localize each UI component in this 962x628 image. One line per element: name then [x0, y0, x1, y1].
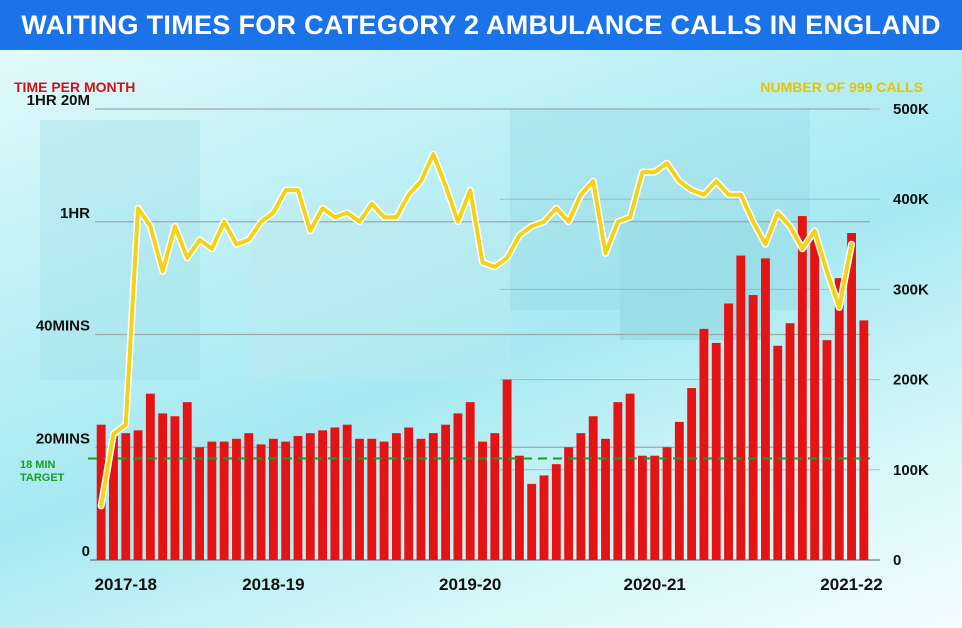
bar-49: [699, 328, 709, 560]
bar-45: [650, 455, 660, 560]
bar-61: [847, 233, 856, 560]
bar-42: [613, 402, 623, 560]
right-tick-3: 300K: [893, 281, 929, 298]
bar-7: [182, 402, 192, 560]
bar-62: [859, 320, 869, 560]
calls-line: [99, 152, 854, 508]
bar-47: [674, 421, 684, 560]
bar-34: [514, 455, 524, 560]
bar-5: [158, 413, 168, 560]
left-tick-0: 0: [82, 543, 90, 560]
left-axis: 0 20MINS 40MINS 1HR 1HR 20M: [27, 92, 91, 560]
bar-16: [293, 435, 303, 560]
chart-title: WAITING TIMES FOR CATEGORY 2 AMBULANCE C…: [0, 0, 962, 50]
right-axis: 0 100K 200K 300K 400K 500K: [893, 101, 929, 569]
bar-10: [219, 441, 229, 560]
bar-23: [379, 441, 389, 560]
bar-15: [281, 441, 291, 560]
bar-4: [145, 393, 155, 560]
bar-52: [736, 255, 746, 560]
bar-6: [170, 416, 180, 560]
bar-28: [441, 424, 451, 560]
bar-32: [490, 433, 500, 560]
left-axis-title: TIME PER MONTH: [14, 79, 135, 95]
bar-58: [810, 235, 820, 560]
x-tick-4: 2021-22: [820, 575, 882, 594]
bar-29: [453, 413, 463, 560]
x-tick-1: 2018-19: [242, 575, 304, 594]
bar-53: [748, 295, 758, 560]
bar-57: [797, 216, 807, 561]
bar-9: [207, 441, 217, 560]
bar-26: [416, 438, 426, 560]
target-label-line1: 18 MIN: [20, 459, 56, 471]
bar-51: [724, 303, 733, 560]
bar-12: [244, 433, 254, 560]
bar-30: [465, 402, 475, 560]
bar-25: [404, 427, 414, 560]
right-tick-4: 400K: [893, 191, 929, 208]
bar-13: [256, 444, 266, 560]
bar-series: [96, 216, 869, 561]
bar-21: [355, 438, 364, 560]
right-tick-0: 0: [893, 552, 901, 569]
bar-8: [195, 447, 204, 560]
right-axis-title: NUMBER OF 999 CALLS: [760, 79, 923, 95]
bar-35: [527, 483, 537, 560]
bar-3: [133, 430, 143, 560]
bar-2: [121, 433, 131, 560]
bar-31: [478, 441, 487, 560]
bar-50: [711, 342, 721, 560]
bar-20: [342, 424, 352, 560]
x-axis: 2017-18 2018-19 2019-20 2020-21 2021-22: [95, 575, 883, 594]
bar-56: [785, 323, 795, 560]
bar-11: [232, 438, 241, 560]
bar-33: [502, 379, 512, 560]
bar-40: [588, 416, 598, 560]
bar-46: [662, 447, 672, 560]
bar-24: [391, 433, 401, 560]
bar-55: [773, 345, 783, 560]
bar-19: [330, 427, 340, 560]
left-tick-2: 40MINS: [36, 318, 90, 335]
bar-22: [367, 438, 377, 560]
bar-14: [268, 438, 278, 560]
right-tick-1: 100K: [893, 462, 929, 479]
bar-59: [822, 340, 832, 560]
x-tick-0: 2017-18: [95, 575, 157, 594]
bar-60: [834, 278, 844, 561]
line-series: [97, 150, 856, 510]
bar-48: [687, 388, 697, 560]
left-tick-3: 1HR: [60, 205, 90, 222]
bar-43: [625, 393, 635, 560]
bar-1: [109, 435, 118, 560]
bar-39: [576, 433, 586, 560]
bar-44: [637, 455, 647, 560]
bar-38: [564, 447, 574, 560]
target-label-line2: TARGET: [20, 472, 65, 484]
right-tick-5: 500K: [893, 101, 929, 118]
right-tick-2: 200K: [893, 372, 929, 389]
bar-36: [539, 475, 549, 560]
x-tick-3: 2020-21: [624, 575, 686, 594]
bar-37: [551, 464, 561, 560]
bar-27: [428, 433, 438, 560]
bar-54: [761, 258, 770, 560]
left-tick-1: 20MINS: [36, 430, 90, 447]
x-tick-2: 2019-20: [439, 575, 501, 594]
bar-18: [318, 430, 328, 560]
left-tick-4: 1HR 20M: [27, 92, 90, 109]
bar-41: [601, 438, 610, 560]
bar-17: [305, 433, 315, 560]
